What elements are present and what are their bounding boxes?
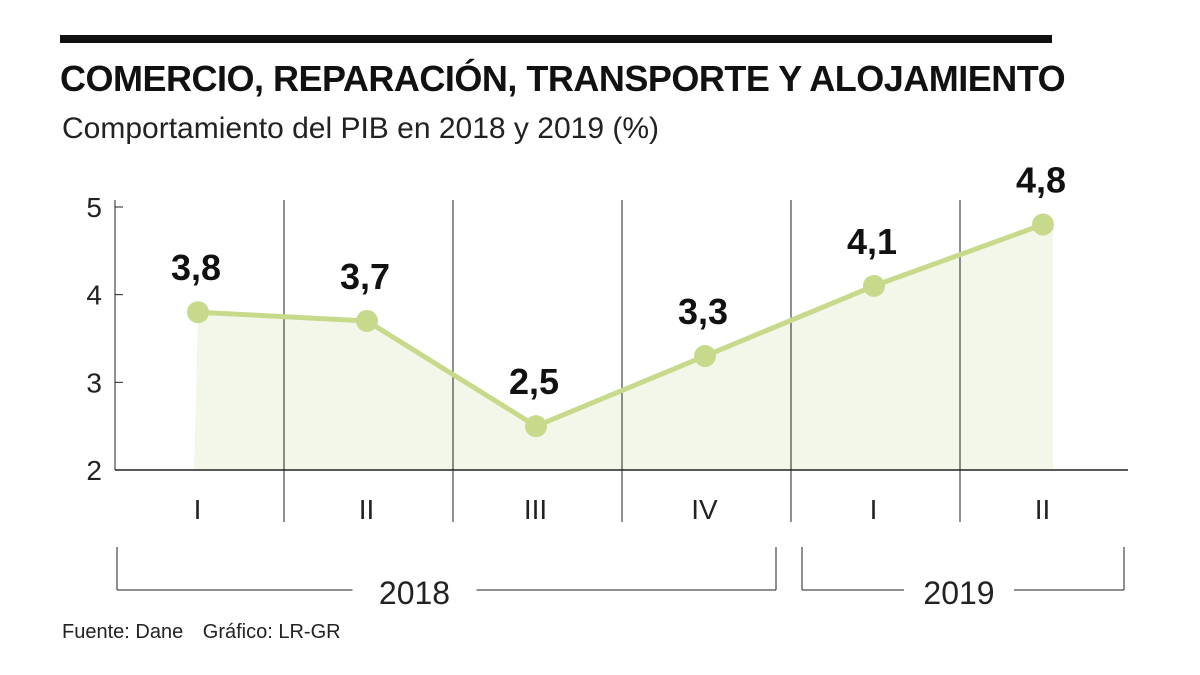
- year-group-label: 2018: [379, 575, 450, 611]
- source-text: Fuente: Dane: [62, 621, 184, 643]
- y-tick-label: 4: [86, 280, 102, 311]
- area-fill: [194, 224, 1053, 470]
- data-point: [525, 415, 547, 438]
- y-tick-label: 5: [86, 192, 102, 223]
- year-group-label: 2019: [923, 575, 994, 611]
- x-tick-label: I: [194, 494, 202, 525]
- x-tick-label: II: [1035, 494, 1051, 525]
- data-label: 3,7: [340, 256, 390, 297]
- data-label: 4,1: [847, 221, 897, 262]
- x-tick-label: II: [359, 494, 375, 525]
- graphic-credit: Gráfico: LR-GR: [202, 621, 341, 643]
- series-line: [197, 222, 1044, 429]
- data-point: [356, 309, 378, 332]
- top-rule: [60, 35, 1052, 43]
- x-tick-label: I: [870, 494, 878, 525]
- data-point: [694, 345, 716, 368]
- data-label: 3,8: [171, 247, 221, 288]
- data-label: 4,8: [1016, 160, 1066, 201]
- data-point: [1032, 213, 1054, 236]
- x-tick-label: IV: [691, 494, 718, 525]
- data-label: 3,3: [678, 291, 728, 332]
- chart-title: COMERCIO, REPARACIÓN, TRANSPORTE Y ALOJA…: [60, 58, 1066, 99]
- y-tick-label: 3: [86, 367, 102, 398]
- y-tick-label: 2: [86, 455, 102, 486]
- source-line: Fuente: Dane Gráfico: LR-GR: [62, 621, 341, 644]
- data-point: [863, 274, 885, 297]
- x-tick-label: III: [524, 494, 547, 525]
- data-point: [187, 301, 209, 324]
- data-label: 2,5: [509, 361, 559, 402]
- chart-subtitle: Comportamiento del PIB en 2018 y 2019 (%…: [62, 112, 659, 145]
